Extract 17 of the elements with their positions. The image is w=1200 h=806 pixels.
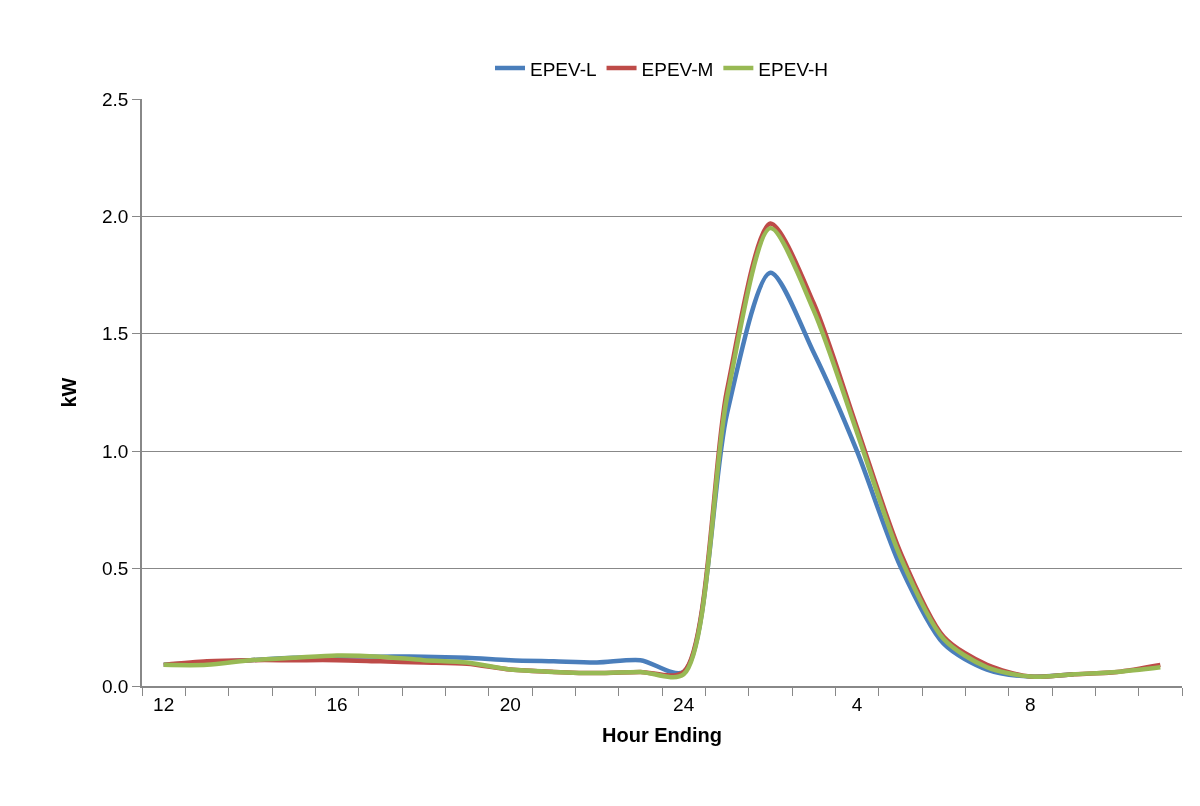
y-tick-label: 1.5 [102, 323, 129, 345]
legend-label: EPEV-L [530, 58, 597, 80]
x-tick-label: 20 [499, 693, 521, 715]
y-tick-label: 2.5 [102, 88, 129, 110]
x-tick-label: 12 [153, 693, 175, 715]
x-axis-title: Hour Ending [602, 723, 722, 746]
x-tick-label: 16 [326, 693, 348, 715]
legend-label: EPEV-H [758, 58, 829, 80]
y-tick-label: 1.0 [102, 440, 129, 462]
y-tick-label: 0.5 [102, 558, 129, 580]
y-tick-label: 2.0 [102, 206, 129, 228]
x-tick-label: 24 [673, 693, 695, 715]
x-tick-label: 8 [1025, 693, 1036, 715]
legend-label: EPEV-M [641, 58, 714, 80]
x-tick-label: 4 [851, 693, 863, 715]
y-tick-label: 0.0 [102, 675, 129, 697]
y-axis-title: kW [58, 377, 81, 408]
